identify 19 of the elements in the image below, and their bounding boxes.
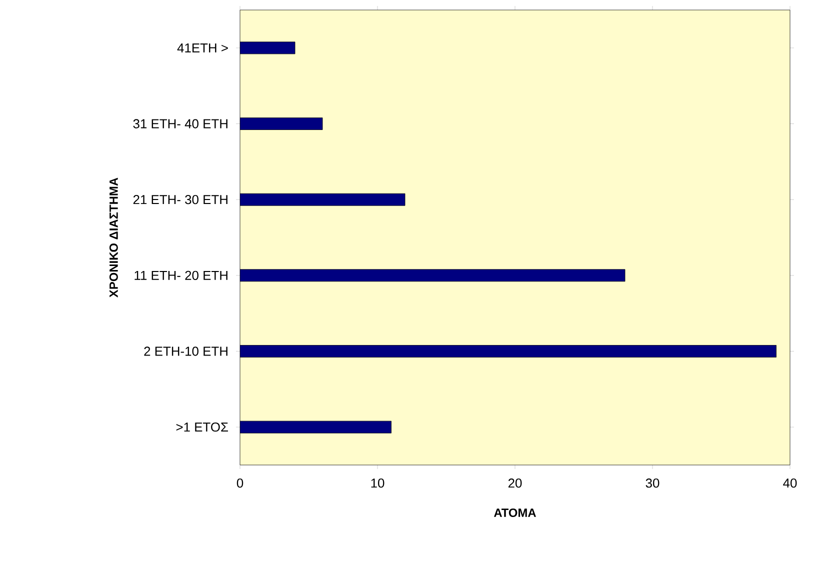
- y-axis-title: ΧΡΟΝΙΚΟ ΔΙΑΣΤΗΜΑ: [109, 178, 118, 298]
- bar: [240, 193, 406, 206]
- x-tick-label: 20: [508, 478, 522, 488]
- x-tick-label: 10: [371, 478, 384, 488]
- y-tick-label: >1 ΕΤΟΣ: [176, 422, 228, 432]
- bar: [240, 269, 626, 282]
- x-tick-label: 0: [236, 478, 244, 488]
- y-tick-label: 41ΕΤΗ >: [177, 43, 228, 52]
- bar: [240, 345, 776, 358]
- y-tick-label: 2 ΕΤΗ-10 ΕΤΗ: [144, 346, 228, 356]
- y-tick-label: 31 ΕΤΗ- 40 ΕΤΗ: [133, 119, 228, 128]
- y-tick-label: 11 ΕΤΗ- 20 ΕΤΗ: [134, 270, 228, 280]
- y-tick-label: 21 ΕΤΗ- 30 ΕΤΗ: [133, 194, 228, 204]
- bar: [240, 42, 296, 54]
- bar: [240, 118, 323, 130]
- bar: [240, 420, 392, 434]
- x-axis-title: ΑΤΟΜΑ: [494, 508, 536, 517]
- x-tick-label: 30: [646, 478, 660, 488]
- x-tick-label: 40: [783, 478, 797, 488]
